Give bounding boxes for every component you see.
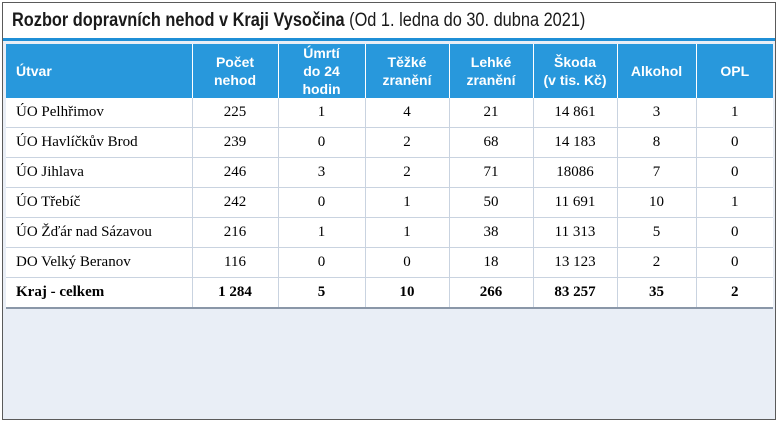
table-row: ÚO Žďár nad Sázavou 216 1 1 38 11 313 5 0 (6, 217, 773, 248)
value-cell: 0 (696, 217, 773, 248)
value-cell: 18086 (533, 157, 618, 188)
page-title: Rozbor dopravních nehod v Kraji Vysočina… (12, 10, 585, 32)
header-pocet-nehod: Počet nehod (192, 44, 279, 98)
header-tezke-zraneni: Těžké zranění (365, 44, 450, 98)
row-label-cell: Kraj - celkem (6, 277, 193, 309)
value-cell: 1 (696, 98, 773, 128)
title-main: Rozbor dopravních nehod v Kraji Vysočina (12, 10, 345, 31)
row-label-cell: ÚO Třebíč (6, 187, 193, 218)
table-body: ÚO Pelhřimov 225 1 4 21 14 861 3 1 ÚO Havlíčkův … (6, 98, 773, 309)
value-cell: 0 (696, 157, 773, 188)
row-label-cell: ÚO Žďár nad Sázavou (6, 217, 193, 248)
value-cell: 1 (696, 187, 773, 218)
value-cell: 246 (192, 157, 279, 188)
header-label-line: Těžké (387, 54, 427, 70)
value-cell: 0 (278, 247, 366, 278)
header-opl: OPL (696, 44, 773, 98)
value-cell: 1 284 (192, 277, 279, 309)
header-alkohol: Alkohol (617, 44, 697, 98)
header-label-line: OPL (720, 63, 750, 79)
value-cell: 10 (365, 277, 450, 309)
value-cell: 14 183 (533, 127, 618, 158)
value-cell: 7 (617, 157, 697, 188)
value-cell: 68 (449, 127, 534, 158)
value-cell: 1 (365, 217, 450, 248)
value-cell: 5 (617, 217, 697, 248)
value-cell: 2 (365, 127, 450, 158)
value-cell: 2 (696, 277, 773, 309)
value-cell: 116 (192, 247, 279, 278)
header-label-line: Alkohol (630, 63, 683, 79)
title-period: (Od 1. ledna do 30. dubna 2021) (344, 10, 586, 31)
header-label-line: do 24 hodin (302, 63, 341, 97)
row-label-cell: ÚO Pelhřimov (6, 98, 193, 128)
value-cell: 71 (449, 157, 534, 188)
header-label-line: (v tis. Kč) (543, 72, 607, 88)
value-cell: 266 (449, 277, 534, 309)
value-cell: 1 (278, 98, 366, 128)
value-cell: 10 (617, 187, 697, 218)
header-umrti: Úmrtí do 24 hodin (278, 44, 366, 98)
value-cell: 21 (449, 98, 534, 128)
value-cell: 8 (617, 127, 697, 158)
header-skoda: Škoda (v tis. Kč) (533, 44, 618, 98)
row-label-cell: ÚO Havlíčkův Brod (6, 127, 193, 158)
header-label-line: zranění (466, 72, 516, 88)
value-cell: 35 (617, 277, 697, 309)
header-label-line: Úmrtí (303, 45, 340, 61)
value-cell: 1 (278, 217, 366, 248)
value-cell: 50 (449, 187, 534, 218)
value-cell: 0 (278, 127, 366, 158)
header-label-line: Počet (215, 54, 255, 70)
table-row: ÚO Třebíč 242 0 1 50 11 691 10 1 (6, 187, 773, 218)
table-row: ÚO Havlíčkův Brod 239 0 2 68 14 183 8 0 (6, 127, 773, 158)
table-total-row: Kraj - celkem 1 284 5 10 266 83 257 35 2 (6, 277, 773, 309)
value-cell: 13 123 (533, 247, 618, 278)
value-cell: 3 (278, 157, 366, 188)
value-cell: 38 (449, 217, 534, 248)
header-label-line: zranění (382, 72, 432, 88)
value-cell: 0 (696, 127, 773, 158)
value-cell: 2 (617, 247, 697, 278)
value-cell: 5 (278, 277, 366, 309)
title-bar: Rozbor dopravních nehod v Kraji Vysočina… (3, 3, 775, 41)
value-cell: 4 (365, 98, 450, 128)
header-label-line: Škoda (553, 54, 596, 70)
value-cell: 2 (365, 157, 450, 188)
value-cell: 0 (696, 247, 773, 278)
header-label-line: nehod (214, 72, 256, 88)
value-cell: 0 (365, 247, 450, 278)
table-row: ÚO Pelhřimov 225 1 4 21 14 861 3 1 (6, 98, 773, 128)
value-cell: 18 (449, 247, 534, 278)
value-cell: 0 (278, 187, 366, 218)
row-label-cell: ÚO Jihlava (6, 157, 193, 188)
header-label-line: Útvar (16, 63, 52, 79)
value-cell: 239 (192, 127, 279, 158)
table-row: ÚO Jihlava 246 3 2 71 18086 7 0 (6, 157, 773, 188)
header-label-line: Lehké (470, 54, 512, 70)
table-header-row: Útvar Počet nehod Úmrtí do 24 hodin Těžké zran… (6, 44, 773, 98)
value-cell: 11 691 (533, 187, 618, 218)
value-cell: 216 (192, 217, 279, 248)
row-label-cell: DO Velký Beranov (6, 247, 193, 278)
value-cell: 225 (192, 98, 279, 128)
header-lehke-zraneni: Lehké zranění (449, 44, 534, 98)
value-cell: 1 (365, 187, 450, 218)
value-cell: 14 861 (533, 98, 618, 128)
value-cell: 83 257 (533, 277, 618, 309)
header-utvar: Útvar (6, 44, 193, 98)
value-cell: 11 313 (533, 217, 618, 248)
value-cell: 242 (192, 187, 279, 218)
table-row: DO Velký Beranov 116 0 0 18 13 123 2 0 (6, 247, 773, 278)
value-cell: 3 (617, 98, 697, 128)
accident-table: Útvar Počet nehod Úmrtí do 24 hodin Těžké zran… (6, 44, 773, 309)
